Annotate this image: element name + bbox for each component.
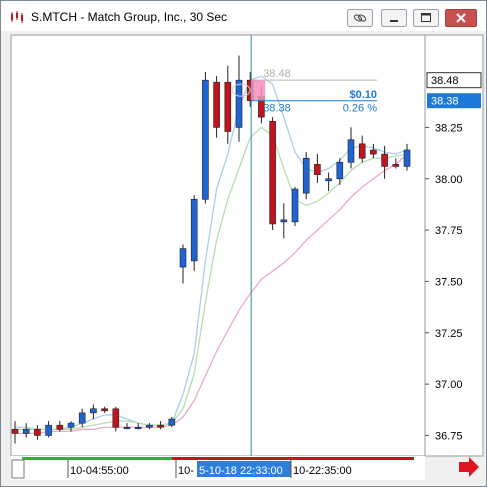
minimize-button[interactable] bbox=[381, 9, 407, 27]
ma-slow-line bbox=[15, 153, 408, 435]
time-bar-red bbox=[172, 457, 414, 460]
candle-body[interactable] bbox=[314, 164, 321, 175]
candle-body[interactable] bbox=[179, 248, 187, 268]
measure-dollar-change: $0.10 bbox=[349, 89, 377, 101]
price-flag-text: 38.48 bbox=[431, 75, 459, 87]
candle-body[interactable] bbox=[336, 162, 344, 180]
right-arrow-icon[interactable] bbox=[459, 457, 479, 477]
candle-body[interactable] bbox=[157, 424, 164, 428]
close-button[interactable] bbox=[445, 9, 477, 27]
ma-mid-line bbox=[15, 126, 408, 430]
candle-body[interactable] bbox=[392, 164, 400, 167]
close-icon bbox=[456, 13, 466, 23]
candle-body[interactable] bbox=[347, 139, 355, 163]
y-tick-label: 38.25 bbox=[435, 122, 463, 134]
x-label: 10- bbox=[178, 465, 194, 477]
candle-body[interactable] bbox=[78, 412, 86, 424]
candle-body[interactable] bbox=[34, 429, 41, 436]
candle-body[interactable] bbox=[56, 424, 64, 430]
candle-body[interactable] bbox=[325, 178, 332, 182]
price-flag-text: 38.38 bbox=[431, 96, 459, 108]
y-tick-label: 36.75 bbox=[435, 430, 463, 442]
measure-price-label: 38.48 bbox=[263, 68, 291, 80]
candle-body[interactable] bbox=[381, 153, 388, 167]
candle-body[interactable] bbox=[202, 79, 209, 200]
candle-body[interactable] bbox=[291, 188, 299, 223]
y-tick-label: 38.00 bbox=[435, 174, 463, 186]
price-chart[interactable]: 36.75 37.00 37.25 37.50 37.75 38.00 38.25 38.4… bbox=[10, 34, 484, 481]
measure-pct-change: 0.26 % bbox=[343, 103, 377, 115]
measure-tool[interactable]: 38.48 $0.10 38.38 0.26 % bbox=[231, 68, 377, 115]
price-flag-measure: 38.38 bbox=[427, 93, 481, 109]
x-label-cursor: 5-10-18 22:33:00 bbox=[199, 465, 283, 477]
candle-body[interactable] bbox=[358, 143, 366, 159]
candle-body[interactable] bbox=[146, 424, 153, 428]
scroll-right-button[interactable] bbox=[459, 457, 479, 477]
x-label: 10-04:55:00 bbox=[70, 465, 129, 477]
candle-body[interactable] bbox=[235, 79, 243, 128]
candle-body[interactable] bbox=[403, 149, 411, 167]
chart-area[interactable]: 36.75 37.00 37.25 37.50 37.75 38.00 38.25 38.4… bbox=[10, 34, 484, 481]
y-tick-label: 37.50 bbox=[435, 276, 463, 288]
y-tick-label: 37.00 bbox=[435, 379, 463, 391]
time-bar-green bbox=[22, 457, 172, 460]
link-icon bbox=[353, 14, 367, 22]
title-bar[interactable]: S.MTCH - Match Group, Inc., 30 Sec bbox=[1, 1, 486, 31]
candle-body[interactable] bbox=[168, 418, 176, 426]
candle-body[interactable] bbox=[112, 408, 120, 428]
candle-body[interactable] bbox=[190, 198, 198, 262]
candle-body[interactable] bbox=[101, 408, 108, 412]
candle-body[interactable] bbox=[280, 219, 288, 223]
measure-start-label: 38.38 bbox=[263, 103, 291, 115]
candle-body[interactable] bbox=[224, 81, 232, 132]
candle-body[interactable] bbox=[67, 422, 75, 428]
measure-anchor[interactable] bbox=[231, 83, 251, 97]
maximize-icon bbox=[421, 13, 431, 22]
candle-body[interactable] bbox=[213, 81, 220, 128]
chart-icon bbox=[11, 11, 23, 23]
measure-handle[interactable] bbox=[251, 80, 266, 101]
y-tick-label: 37.25 bbox=[435, 328, 463, 340]
maximize-button[interactable] bbox=[413, 9, 439, 27]
y-tick-label: 37.75 bbox=[435, 225, 463, 237]
candle-body[interactable] bbox=[123, 426, 131, 430]
ma-fast-line bbox=[15, 75, 408, 430]
candle-body[interactable] bbox=[45, 424, 52, 436]
window-title: S.MTCH - Match Group, Inc., 30 Sec bbox=[31, 10, 228, 24]
candle-body[interactable] bbox=[134, 426, 142, 430]
x-label: 10-22:35:00 bbox=[293, 465, 352, 477]
link-button[interactable] bbox=[347, 9, 373, 27]
x-label-highlight bbox=[197, 461, 291, 477]
candle-body[interactable] bbox=[269, 120, 276, 225]
minimize-icon bbox=[390, 20, 398, 22]
candle-body[interactable] bbox=[11, 429, 19, 434]
candle-body[interactable] bbox=[370, 149, 377, 155]
candle-body[interactable] bbox=[22, 429, 30, 434]
price-flag-last: 38.48 bbox=[426, 72, 482, 89]
candle-body[interactable] bbox=[90, 408, 97, 414]
time-axis-start-box[interactable] bbox=[11, 459, 25, 479]
candle-body[interactable] bbox=[302, 157, 310, 194]
